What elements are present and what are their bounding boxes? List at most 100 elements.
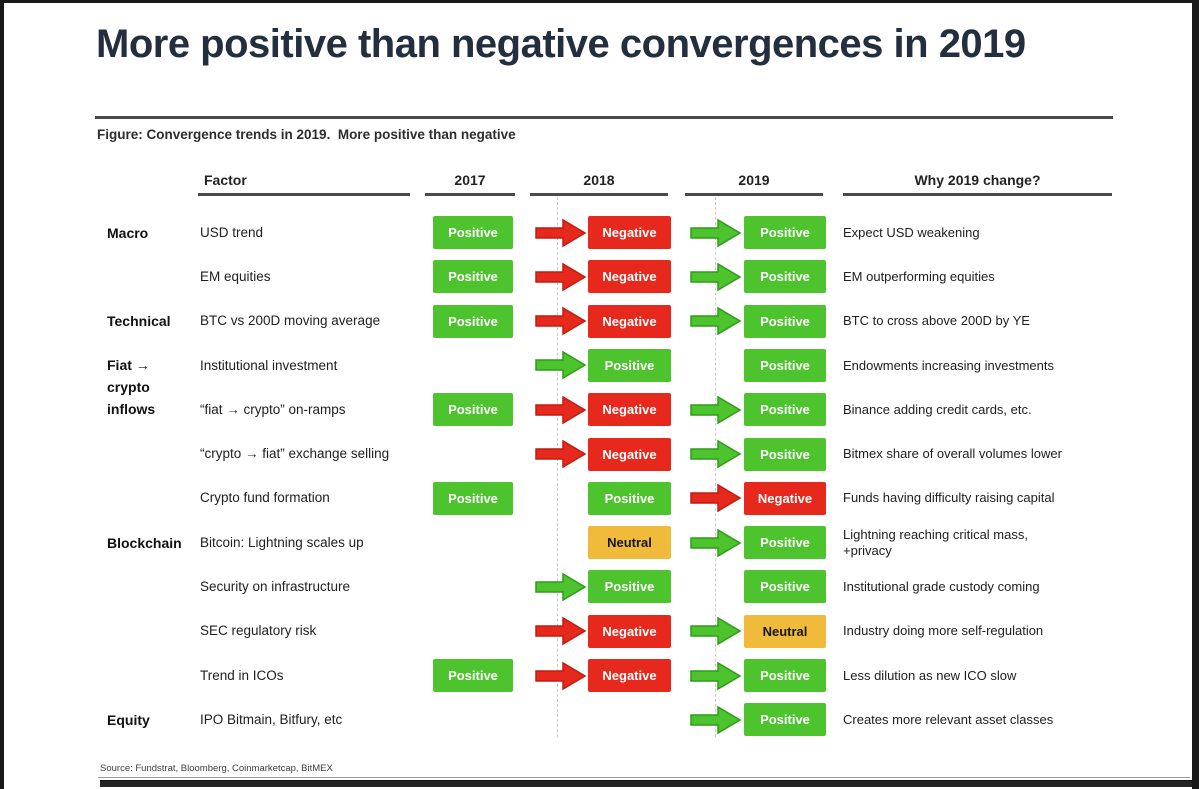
table-row: Blockchain Bitcoin: Lightning scales up Ne… [0,521,1199,565]
table-row: Crypto fund formation Positive Positive Neg… [0,476,1199,520]
status-badge-2019: Neutral [744,614,826,648]
status-badge-2018: Positive [588,481,671,515]
table-row: Trend in ICOs Positive Negative Positive Les… [0,654,1199,698]
row-factor-label: Crypto fund formation [200,490,330,506]
status-badge-2019: Positive [744,393,826,427]
row-category-label: Blockchain [107,534,182,551]
red-arrow-icon [535,218,587,248]
title-divider [95,116,1113,119]
row-category-label: Equity [107,711,150,728]
table-row: “fiat → crypto” on-ramps Positive Negative… [0,388,1199,432]
row-why-text: Industry doing more self-regulation [843,623,1044,639]
table-row: Equity IPO Bitmain, Bitfury, etc Positive C… [0,698,1199,742]
frame-right-edge [1192,0,1199,789]
row-why-text: Expect USD weakening [843,224,980,240]
row-factor-label: IPO Bitmain, Bitfury, etc [200,711,343,727]
status-badge-2019: Positive [744,703,826,737]
status-badge-2018: Negative [588,304,671,338]
page-title: More positive than negative convergences… [96,22,1026,66]
status-badge-2017: Positive [433,260,513,294]
status-badge-2019: Positive [744,659,826,693]
frame-top-edge [0,0,1199,3]
status-badge-2018: Negative [588,659,671,693]
status-badge-2018: Negative [588,393,671,427]
status-badge-2019: Positive [744,216,826,250]
green-arrow-icon [690,306,742,336]
header-underline-2017 [425,193,515,196]
figure-caption: Figure: Convergence trends in 2019. More… [97,127,516,142]
row-why-text: Bitmex share of overall volumes lower [843,446,1062,462]
green-arrow-icon [690,528,742,558]
row-factor-label: Bitcoin: Lightning scales up [200,534,364,550]
row-factor-label: “fiat → crypto” on-ramps [200,401,346,417]
column-header-2017: 2017 [454,172,486,188]
row-factor-label: Security on infrastructure [200,579,351,595]
red-arrow-icon [535,439,587,469]
row-category-label: Fiat → crypto inflows [107,357,156,418]
row-why-text: Lightning reaching critical mass, +priva… [843,526,1028,558]
green-arrow-icon [690,218,742,248]
green-arrow-icon [690,705,742,735]
green-arrow-icon [535,572,587,602]
dashed-separator-2017-2018 [557,197,558,737]
row-factor-label: Institutional investment [200,357,338,373]
row-why-text: Endowments increasing investments [843,357,1054,373]
green-arrow-icon [690,262,742,292]
column-header-2018: 2018 [583,172,615,188]
red-arrow-icon [535,616,587,646]
status-badge-2019: Positive [744,304,826,338]
status-badge-2017: Positive [433,659,513,693]
row-category-label: Technical [107,313,171,330]
table-row: “crypto → fiat” exchange selling Negative… [0,432,1199,476]
status-badge-2019: Positive [744,437,826,471]
status-badge-2017: Positive [433,393,513,427]
table-row: SEC regulatory risk Negative Neutral Indust… [0,609,1199,653]
source-note: Source: Fundstrat, Bloomberg, Coinmarket… [100,763,333,774]
row-why-text: BTC to cross above 200D by YE [843,313,1030,329]
status-badge-2017: Positive [433,481,513,515]
header-underline-2018 [530,193,668,196]
status-badge-2017: Positive [433,216,513,250]
status-badge-2018: Positive [588,570,671,604]
column-header-why: Why 2019 change? [914,172,1041,188]
red-arrow-icon [535,395,587,425]
footer-bar [100,780,1192,787]
status-badge-2019: Positive [744,348,826,382]
status-badge-2017: Positive [433,304,513,338]
frame-left-edge [0,0,4,789]
status-badge-2019: Positive [744,526,826,560]
row-factor-label: Trend in ICOs [200,667,284,683]
green-arrow-icon [690,395,742,425]
row-why-text: EM outperforming equities [843,268,995,284]
green-arrow-icon [690,439,742,469]
status-badge-2019: Negative [744,481,826,515]
status-badge-2018: Negative [588,216,671,250]
row-why-text: Less dilution as new ICO slow [843,667,1017,683]
row-why-text: Funds having difficulty raising capital [843,490,1055,506]
table-row: Macro USD trend Positive Negative Positive Ex… [0,211,1199,255]
row-factor-label: EM equities [200,268,271,284]
green-arrow-icon [690,616,742,646]
status-badge-2018: Negative [588,437,671,471]
row-factor-label: SEC regulatory risk [200,623,317,639]
red-arrow-icon [535,661,587,691]
table-row: EM equities Positive Negative Positive EM ou… [0,255,1199,299]
table-row: Technical BTC vs 200D moving average Posit… [0,299,1199,343]
table-row: Fiat → crypto inflows Institutional inves… [0,343,1199,417]
green-arrow-icon [690,661,742,691]
red-arrow-icon [535,306,587,336]
header-underline-factor [198,193,410,196]
status-badge-2018: Neutral [588,526,671,560]
footer-hairline [98,777,1190,778]
dashed-separator-2018-2019 [715,197,716,737]
row-factor-label: USD trend [200,224,264,240]
row-factor-label: “crypto → fiat” exchange selling [200,446,390,462]
row-why-text: Institutional grade custody coming [843,579,1040,595]
header-underline-2019 [685,193,823,196]
column-header-factor: Factor [204,172,247,188]
red-arrow-icon [690,483,742,513]
status-badge-2018: Negative [588,260,671,294]
status-badge-2018: Negative [588,614,671,648]
header-underline-why [843,193,1112,196]
row-why-text: Creates more relevant asset classes [843,711,1054,727]
